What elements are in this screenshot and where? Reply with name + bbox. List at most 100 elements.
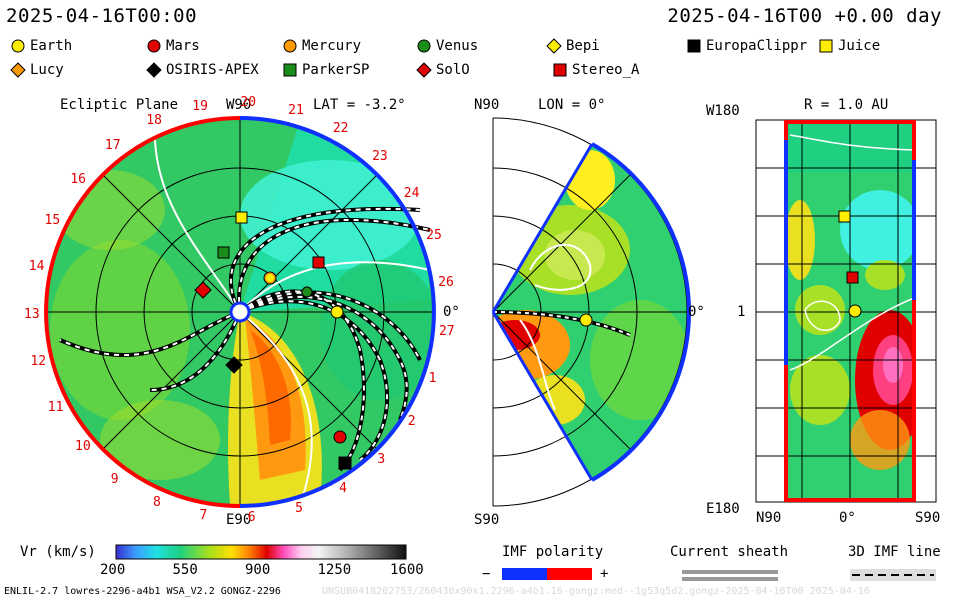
rotation-label: 10 xyxy=(75,439,91,455)
ecliptic-e90: E90 xyxy=(226,512,252,528)
ecliptic-title: Ecliptic Plane xyxy=(60,97,179,113)
map-n90: N90 xyxy=(756,510,782,526)
colorbar-tick: 200 xyxy=(100,562,126,578)
europaclippr-marker xyxy=(338,456,352,470)
stereo-a-marker xyxy=(312,256,325,269)
rotation-label: 26 xyxy=(438,275,454,291)
rotation-label: 4 xyxy=(339,481,347,497)
imf-plus: + xyxy=(600,566,609,582)
map-r-label: R = 1.0 AU xyxy=(804,97,889,113)
colorbar-tick: 550 xyxy=(172,562,198,578)
map-sheath xyxy=(789,134,915,371)
square-icon xyxy=(283,63,297,77)
rotation-label: 6 xyxy=(247,510,256,526)
rotation-label: 12 xyxy=(30,354,47,370)
meridional-polarity xyxy=(590,142,691,482)
rotation-label: 2 xyxy=(407,414,416,430)
legend-label: ParkerSP xyxy=(302,62,370,78)
map-e180: E180 xyxy=(706,501,740,517)
legend-item-europaclippr: EuropaClippr xyxy=(686,38,807,54)
diamond-icon xyxy=(10,62,26,78)
colorbar-tick: 1600 xyxy=(390,562,424,578)
imf-minus: − xyxy=(482,566,491,582)
earth-marker xyxy=(330,305,344,319)
legend-item-lucy: Lucy xyxy=(10,62,64,78)
square-icon xyxy=(819,39,833,53)
rotation-label: 19 xyxy=(192,98,208,114)
legend-item-parkersp: ParkerSP xyxy=(282,62,369,78)
square-icon xyxy=(553,63,567,77)
rotation-label: 14 xyxy=(28,258,45,274)
rotation-label: 24 xyxy=(403,185,420,201)
rotation-label: 11 xyxy=(47,399,64,415)
legend-label: Lucy xyxy=(30,62,64,78)
date-right: 2025-04-16T00 +0.00 day xyxy=(667,5,942,27)
ecliptic-polarity-right xyxy=(239,116,436,508)
sun-icon xyxy=(229,301,251,323)
circle-icon xyxy=(11,39,25,53)
map-stereo-a-marker xyxy=(846,271,859,284)
ecliptic-zero: 0° xyxy=(443,304,460,320)
vr-colorbar xyxy=(115,544,407,560)
rotation-label: 1 xyxy=(428,370,437,386)
rotation-label: 16 xyxy=(70,172,86,188)
meridional-imf xyxy=(492,310,631,337)
rotation-label: 13 xyxy=(24,306,40,322)
current-sheath-label: Current sheath xyxy=(670,544,789,560)
meridional-zero: 0° xyxy=(688,304,705,320)
meridional-sheath xyxy=(519,243,592,411)
diamond-icon xyxy=(546,38,562,54)
legend-label: Earth xyxy=(30,38,73,54)
imf-positive-swatch xyxy=(547,568,592,580)
legend-item-venus: Venus xyxy=(416,38,478,54)
ecliptic-lat: LAT = -3.2° xyxy=(313,97,406,113)
imf-spirals-dash xyxy=(59,207,431,471)
diamond-icon xyxy=(416,62,432,78)
imf-polarity-label: IMF polarity xyxy=(502,544,604,560)
rotation-label: 15 xyxy=(44,212,61,228)
meridional-earth-marker xyxy=(579,313,593,327)
footer-left: ENLIL-2.7 lowres-2296-a4b1 WSA_V2.2 GONG… xyxy=(4,586,281,597)
rotation-label: 20 xyxy=(240,95,257,111)
footer-right: UNSUB0418202753/260430x90x1.2296-a4b1.16… xyxy=(322,586,870,597)
legend-label: Bepi xyxy=(566,38,600,54)
map-s90: S90 xyxy=(915,510,941,526)
legend-label: Venus xyxy=(436,38,479,54)
ecliptic-w90: W90 xyxy=(226,97,252,113)
rotation-label: 27 xyxy=(438,323,455,339)
imf-line-label: 3D IMF line xyxy=(848,544,941,560)
rotation-label: 8 xyxy=(152,495,161,511)
map-juice-marker xyxy=(838,210,851,223)
legend-label: Juice xyxy=(838,38,881,54)
circle-icon xyxy=(283,39,297,53)
legend-label: Mercury xyxy=(302,38,362,54)
colorbar-tick: 1250 xyxy=(317,562,352,578)
sheath-swatch-2 xyxy=(682,577,778,581)
rotation-label: 25 xyxy=(426,228,442,244)
osiris-apex-marker xyxy=(225,356,243,374)
diamond-icon xyxy=(146,62,162,78)
rotation-label: 18 xyxy=(146,113,162,129)
ecliptic-objects xyxy=(194,211,352,470)
rotation-label: 7 xyxy=(199,508,208,524)
legend-label: OSIRIS-APEX xyxy=(166,62,259,78)
sheath-swatch-1 xyxy=(682,570,778,574)
map-earth-marker xyxy=(848,304,862,318)
meridional-s90: S90 xyxy=(474,512,500,528)
legend-label: Mars xyxy=(166,38,200,54)
rotation-label: 21 xyxy=(288,102,304,118)
legend-item-juice: Juice xyxy=(818,38,880,54)
rotation-label: 17 xyxy=(104,138,121,154)
legend-label: SolO xyxy=(436,62,470,78)
rotation-label: 23 xyxy=(372,149,388,165)
rotation-label: 9 xyxy=(110,471,119,487)
juice-marker xyxy=(235,211,248,224)
meridional-grid xyxy=(492,117,688,507)
map-one: 1 xyxy=(737,304,746,320)
legend-label: Stereo_A xyxy=(572,62,640,78)
map-w180: W180 xyxy=(706,103,740,119)
meridional-n90: N90 xyxy=(474,97,500,113)
legend-item-earth: Earth xyxy=(10,38,72,54)
colorbar-tick: 900 xyxy=(245,562,271,578)
